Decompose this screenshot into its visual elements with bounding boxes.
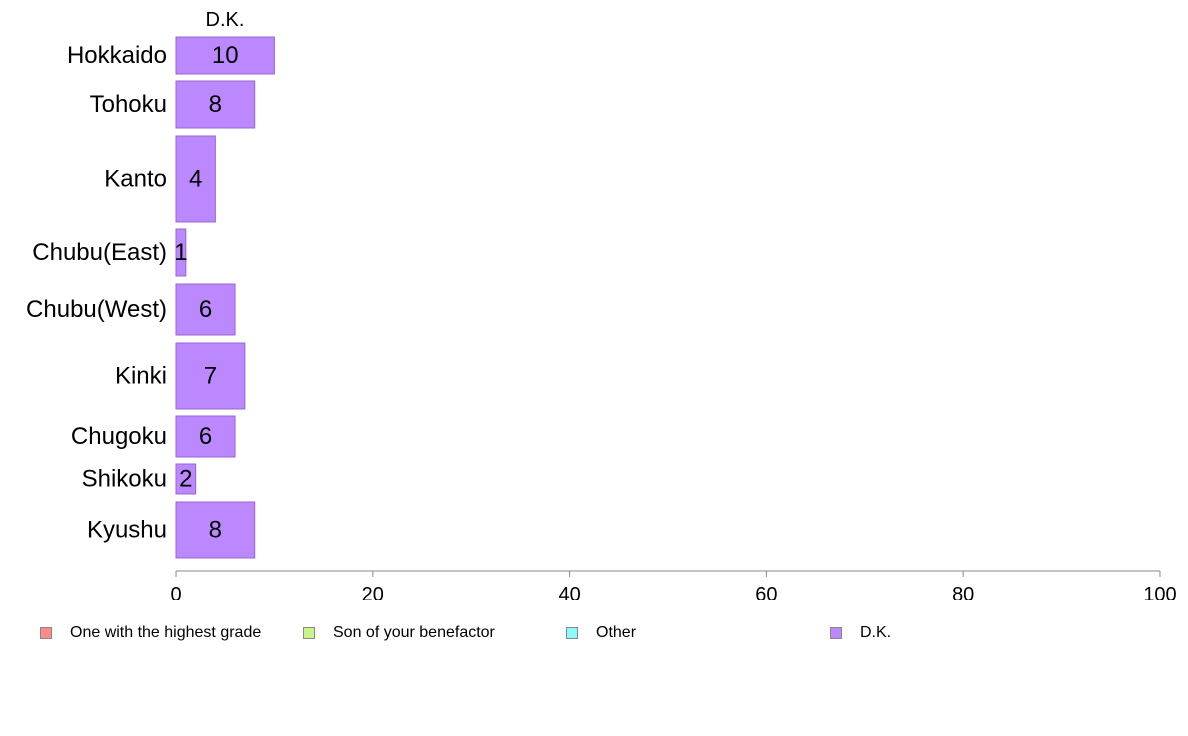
category-label-tohoku: Tohoku: [90, 91, 167, 118]
legend: One with the highest grade Son of your be…: [0, 624, 1188, 644]
x-tick-label: 20: [362, 584, 384, 600]
category-label-kanto: Kanto: [104, 166, 167, 193]
x-tick-label: 40: [558, 584, 580, 600]
bar-d-k-chubu-west: [175, 283, 236, 336]
data-label-kinki: 7: [204, 363, 217, 390]
legend-swatch: [830, 627, 842, 639]
data-label-kanto: 4: [189, 166, 202, 193]
data-label-chubu-east: 1: [174, 239, 187, 266]
x-tick-label: 80: [952, 584, 974, 600]
category-label-hokkaido: Hokkaido: [67, 42, 167, 69]
category-label-shikoku: Shikoku: [82, 466, 167, 493]
bar-d-k-tohoku: [175, 80, 256, 129]
data-label-tohoku: 8: [209, 91, 222, 118]
legend-label: Other: [596, 624, 637, 641]
x-tick-label: 60: [755, 584, 777, 600]
bar-d-k-chugoku: [175, 415, 236, 458]
x-tick-label: 100: [1143, 584, 1176, 600]
legend-swatch: [40, 627, 52, 639]
data-label-kyushu: 8: [209, 517, 222, 544]
bar-d-k-kinki: [175, 342, 246, 410]
bar-d-k-hokkaido: [175, 36, 275, 75]
data-label-shikoku: 2: [179, 466, 192, 493]
category-label-kinki: Kinki: [115, 363, 167, 390]
column-header-dk: D.K.: [206, 9, 245, 31]
legend-item-one-with-the-highest-grade: One with the highest grade: [40, 624, 261, 642]
bar-d-k-chubu-east: [175, 228, 187, 277]
category-label-kyushu: Kyushu: [87, 517, 167, 544]
legend-swatch: [303, 627, 315, 639]
category-label-chubu-west: Chubu(West): [26, 296, 167, 323]
data-label-hokkaido: 10: [212, 42, 239, 69]
data-label-chubu-west: 6: [199, 296, 212, 323]
category-label-chugoku: Chugoku: [71, 423, 167, 450]
legend-label: Son of your benefactor: [333, 624, 495, 641]
bar-d-k-kyushu: [175, 501, 256, 559]
legend-swatch: [566, 627, 578, 639]
legend-label: One with the highest grade: [70, 624, 262, 641]
x-tick-label: 0: [170, 584, 181, 600]
category-label-chubu-east: Chubu(East): [32, 239, 167, 266]
bar-d-k-kanto: [175, 135, 216, 223]
legend-label: D.K.: [860, 624, 892, 641]
legend-item-other: Other: [566, 624, 636, 642]
data-label-chugoku: 6: [199, 423, 212, 450]
legend-item-son-of-your-benefactor: Son of your benefactor: [303, 624, 495, 642]
bar-d-k-shikoku: [175, 463, 197, 495]
legend-item-d-k: D.K.: [830, 624, 891, 642]
